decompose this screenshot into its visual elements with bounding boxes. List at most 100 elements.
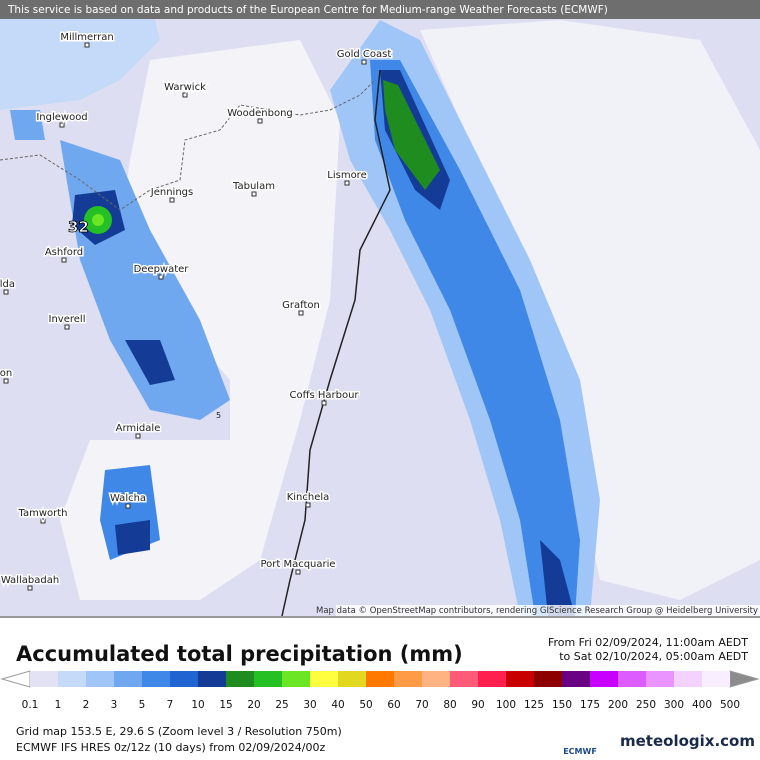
place-label: Warwick — [164, 82, 206, 93]
place-dot — [40, 518, 46, 524]
scale-label: 5 — [139, 699, 146, 711]
scale-swatch — [58, 671, 86, 687]
scale-label: 125 — [524, 699, 544, 711]
place-dot — [59, 122, 65, 128]
scale-label: 1 — [55, 699, 62, 711]
scale-swatch — [310, 671, 338, 687]
scale-label: 2 — [83, 699, 90, 711]
place-label: Tabulam — [232, 181, 275, 192]
map-value: 5 — [216, 411, 221, 420]
legend-title: Accumulated total precipitation (mm) — [16, 642, 463, 666]
scale-swatch — [114, 671, 142, 687]
scale-label: 200 — [608, 699, 628, 711]
place-dot — [305, 502, 311, 508]
scale-label: 60 — [387, 699, 400, 711]
scale-swatch — [534, 671, 562, 687]
place-dot — [135, 433, 141, 439]
place-label: Port Macquarie — [260, 559, 335, 570]
scale-label: 80 — [443, 699, 456, 711]
place-label: Grafton — [282, 300, 320, 311]
scale-swatch — [618, 671, 646, 687]
scale-label: 100 — [496, 699, 516, 711]
place-dot — [257, 118, 263, 124]
scale-label: 300 — [664, 699, 684, 711]
place-dot — [344, 180, 350, 186]
map-value: 32 — [68, 218, 89, 236]
scale-swatch — [646, 671, 674, 687]
banner-bg — [0, 0, 760, 19]
place-dot — [125, 503, 131, 509]
scale-swatch — [30, 671, 58, 687]
scale-label: 175 — [580, 699, 600, 711]
attribution: Map data © OpenStreetMap contributors, r… — [316, 606, 758, 616]
banner: This service is based on data and produc… — [7, 4, 608, 16]
place-label: Walcha — [110, 493, 146, 504]
scale-swatch — [478, 671, 506, 687]
scale-swatch — [450, 671, 478, 687]
place-dot — [158, 274, 164, 280]
scale-swatch — [254, 671, 282, 687]
scale-swatch — [226, 671, 254, 687]
scale-swatch — [394, 671, 422, 687]
scale-label: 20 — [247, 699, 260, 711]
place-label: ilda — [0, 279, 15, 290]
scale-label: 50 — [359, 699, 372, 711]
place-dot — [295, 569, 301, 575]
scale-swatch — [674, 671, 702, 687]
place-label: Lismore — [327, 170, 366, 181]
scale-swatch — [198, 671, 226, 687]
place-dot — [182, 92, 188, 98]
ecmwf-logo: ECMWF — [563, 747, 597, 756]
scale-label: 40 — [331, 699, 344, 711]
scale-swatch — [338, 671, 366, 687]
scale-label: 30 — [303, 699, 316, 711]
place-label: on — [0, 368, 12, 379]
place-dot — [321, 400, 327, 406]
scale-swatch — [506, 671, 534, 687]
place-label: Inverell — [49, 314, 86, 325]
place-label: Armidale — [116, 423, 161, 434]
place-label: Deepwater — [134, 264, 190, 275]
place-label: Jennings — [150, 187, 193, 198]
scale-swatch — [562, 671, 590, 687]
place-label: Woodenbong — [227, 108, 293, 119]
place-dot — [251, 191, 257, 197]
place-dot — [84, 42, 90, 48]
place-label: Tamworth — [18, 508, 68, 519]
place-dot — [3, 378, 9, 384]
place-label: Millmerran — [60, 32, 113, 43]
color-scale: 0.1 1 2 3 5 7 10 15 20 25 30 40 50 60 70 80 90 100 125 150 1… — [0, 670, 760, 711]
period-from: From Fri 02/09/2024, 11:00am AEDT — [548, 636, 748, 649]
place-label: Gold Coast — [337, 49, 392, 60]
scale-label: 500 — [720, 699, 740, 711]
place-dot — [169, 197, 175, 203]
scale-label: 3 — [111, 699, 118, 711]
scale-swatch — [86, 671, 114, 687]
map — [0, 0, 760, 617]
scale-low — [0, 670, 31, 688]
scale-label: 150 — [552, 699, 572, 711]
place-label: Wallabadah — [1, 575, 59, 586]
place-dot — [27, 585, 33, 591]
place-dot — [361, 59, 367, 65]
scale-label: 90 — [471, 699, 484, 711]
scale-label: 250 — [636, 699, 656, 711]
scale-label: 0.1 — [22, 699, 39, 711]
scale-swatch — [142, 671, 170, 687]
scale-swatch — [170, 671, 198, 687]
scale-swatch — [366, 671, 394, 687]
places: Millmerran Warwick Gold Coast Inglewood Wood… — [0, 31, 393, 591]
scale-swatch — [590, 671, 618, 687]
place-dot — [61, 257, 67, 263]
place-label: Coffs Harbour — [289, 390, 359, 401]
scale-swatch — [282, 671, 310, 687]
place-label: Kinchela — [287, 492, 330, 503]
scale-label: 7 — [167, 699, 174, 711]
place-dot — [64, 324, 70, 330]
model-info: ECMWF IFS HRES 0z/12z (10 days) from 02/… — [16, 741, 326, 754]
place-dot — [298, 310, 304, 316]
period-to: to Sat 02/10/2024, 05:00am AEDT — [559, 650, 748, 663]
scale-label: 400 — [692, 699, 712, 711]
scale-label: 70 — [415, 699, 428, 711]
